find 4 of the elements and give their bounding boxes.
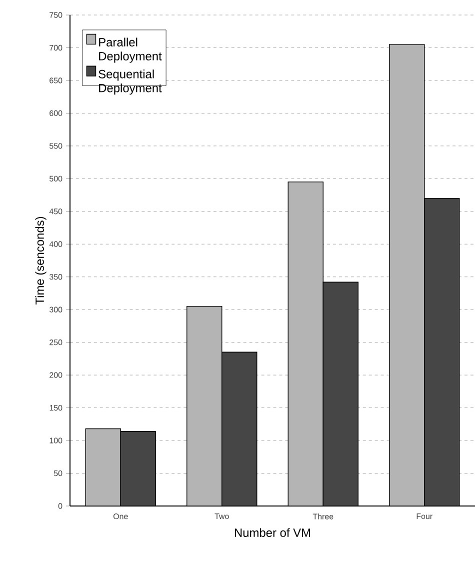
legend-label: Parallel Deployment xyxy=(99,38,162,63)
x-axis-title: Number of VM xyxy=(234,528,310,537)
y-axis-title: Time (senconds) xyxy=(35,216,46,305)
legend-label: Sequential Deployment xyxy=(98,70,162,95)
